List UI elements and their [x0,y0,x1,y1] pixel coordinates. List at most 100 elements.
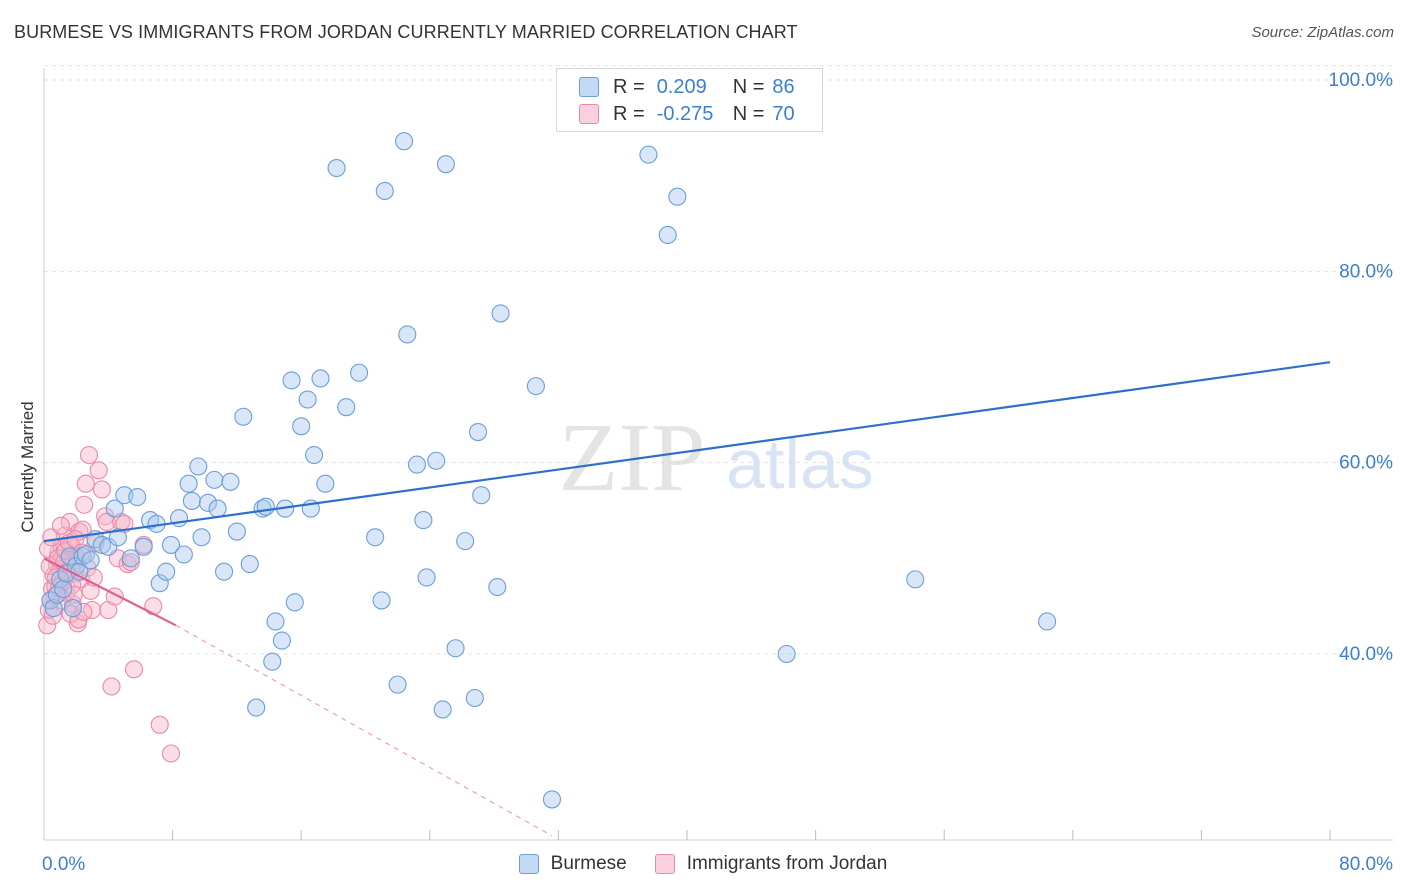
n-label: N = [732,102,765,125]
burmese-point [436,155,455,174]
burmese-trend-line [43,361,1331,543]
jordan-point [74,602,93,621]
burmese-point [417,568,436,587]
burmese-point [298,390,317,409]
burmese-point [372,591,391,610]
burmese-point [526,377,545,396]
series-jordan-points [38,445,181,763]
burmese-point [366,528,385,547]
burmese-point [99,537,118,556]
burmese-point [150,574,169,593]
burmese-point [311,369,330,388]
jordan-point [38,616,57,635]
legend-row-burmese: R = 0.209 N = 86 [579,75,795,99]
legend-item-burmese[interactable]: Burmese [518,850,627,878]
jordan-point [102,677,121,696]
burmese-point [44,599,63,618]
burmese-point [398,325,417,344]
jordan-swatch [579,104,599,124]
burmese-point [63,599,82,618]
burmese-r-value: 0.209 [656,75,707,98]
burmese-point [134,537,153,556]
burmese-point [161,535,181,554]
burmese-point [488,577,507,597]
burmese-point [208,499,227,518]
burmese-point [414,511,433,530]
burmese-point [542,790,562,809]
y-tick-label: 60.0% [1339,453,1393,474]
burmese-point [240,555,259,574]
burmese-point [214,562,234,581]
jordan-point [76,474,95,493]
burmese-point [192,528,211,547]
x-tick-label: 80.0% [1339,854,1393,875]
burmese-point [205,470,224,489]
burmese-point [292,417,311,436]
series-burmese-points [41,132,1057,809]
watermark-atlas: atlas [726,425,874,503]
burmese-point [182,491,201,510]
burmese-point [221,472,240,491]
burmese-point [395,132,414,151]
burmese-point [189,457,208,476]
correlation-legend: R = 0.209 N = 86 R = -0.275 N = 70 [556,68,823,132]
jordan-legend-swatch [654,854,675,874]
burmese-point [266,612,285,631]
burmese-point [427,451,446,470]
watermark: ZIP atlas [559,404,874,512]
jordan-point [79,445,99,465]
series-legend: Burmese Immigrants from Jordan [0,850,1406,878]
jordan-legend-label: Immigrants from Jordan [686,853,888,874]
burmese-point [198,493,218,512]
burmese-point [446,639,465,658]
jordan-point [124,660,144,679]
burmese-point [906,570,925,589]
burmese-point [282,371,301,390]
jordan-point [73,520,92,539]
burmese-legend-swatch [518,854,539,874]
burmese-point [777,644,796,664]
burmese-point [468,423,488,442]
x-tick-label: 0.0% [42,854,85,875]
watermark-zip: ZIP [559,404,706,512]
jordan-r-value: -0.275 [656,102,714,125]
trend-lines [43,361,1331,837]
source-label: Source: ZipAtlas.com [1251,24,1394,41]
burmese-point [639,145,658,164]
burmese-point [472,486,491,505]
chart-title: BURMESE VS IMMIGRANTS FROM JORDAN CURREN… [14,22,798,42]
r-label: R = [613,75,645,98]
burmese-point [92,535,111,554]
burmese-point [668,187,687,206]
jordan-point [97,512,116,532]
jordan-point [121,553,140,572]
r-label: R = [613,102,645,125]
burmese-point [433,700,452,719]
burmese-point [60,547,79,566]
burmese-point [350,363,369,382]
burmese-point [179,474,198,493]
legend-item-jordan[interactable]: Immigrants from Jordan [654,850,888,878]
jordan-point [118,555,137,574]
burmese-n-value: 86 [772,75,795,98]
jordan-point [43,606,62,625]
jordan-point [161,744,181,763]
burmese-point [128,488,147,507]
burmese-point [54,579,73,598]
burmese-point [1038,612,1057,631]
jordan-n-value: 70 [772,102,795,125]
burmese-point [375,181,394,201]
burmese-point [157,562,176,581]
burmese-point [465,688,484,708]
jordan-point [150,715,169,734]
burmese-point [316,474,335,493]
burmese-point [247,698,266,717]
burmese-point [174,545,193,564]
burmese-point [327,158,346,178]
burmese-point [658,225,677,245]
burmese-point [491,304,510,323]
burmese-point [388,675,407,694]
tick-labels: 40.0% 60.0% 80.0% 100.0% 0.0% 80.0% [42,70,1393,875]
burmese-point [305,445,324,465]
y-tick-label: 80.0% [1339,261,1393,282]
